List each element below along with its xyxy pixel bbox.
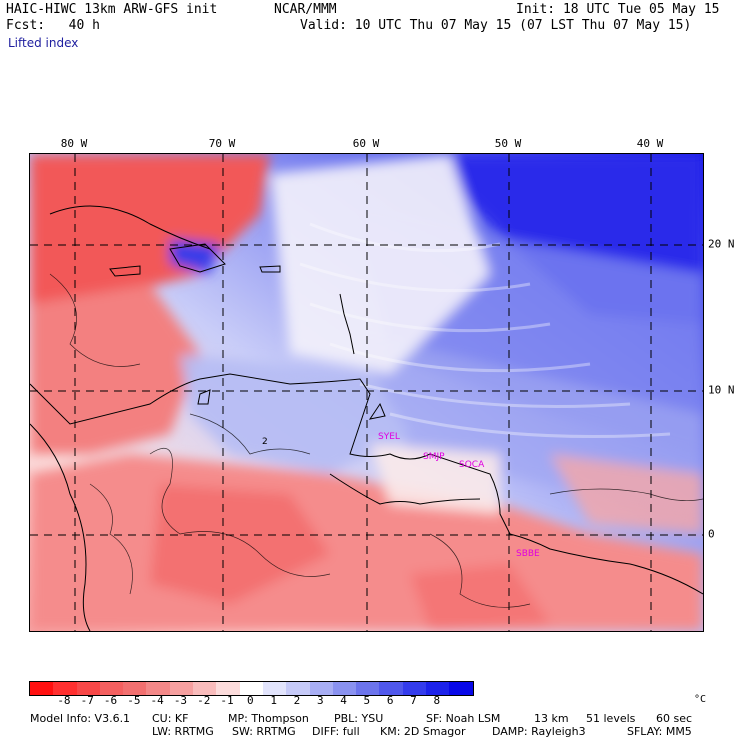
colorbar-unit: °C (694, 694, 707, 705)
colorbar-tick-label: 1 (270, 694, 277, 707)
lat-label-0: 0 (708, 527, 715, 541)
lifted-index-map: 2 (30, 154, 703, 631)
footer-sflay: SFLAY: MM5 (627, 725, 692, 738)
colorbar-tick-label: 6 (386, 694, 394, 707)
colorbar-swatch (262, 682, 287, 695)
lon-label-50w: 50 W (494, 137, 522, 150)
lat-lon-grid (30, 154, 703, 631)
station-sbbe: SBBE (516, 549, 540, 559)
colorbar-tick-label: 8 (433, 694, 441, 707)
colorbar-tick-label: -8 (57, 694, 71, 707)
colorbar-swatch (286, 682, 310, 695)
footer-levels: 51 levels (586, 712, 636, 725)
footer-model-info: Model Info: V3.6.1 (30, 712, 131, 725)
footer-pbl: PBL: YSU (334, 712, 384, 725)
org-label: NCAR/MMM (274, 2, 337, 17)
field-shading (30, 154, 703, 631)
station-smjp: SMJP (423, 452, 445, 462)
footer-timestep: 60 sec (656, 712, 693, 725)
lon-label-60w: 60 W (352, 137, 380, 150)
footer-lw: LW: RRTMG (152, 725, 214, 738)
lon-label-40w: 40 W (636, 137, 664, 150)
colorbar-tick-label: -3 (173, 694, 188, 707)
lat-label-20n: 20 N (708, 237, 735, 251)
colorbar-swatch (379, 682, 403, 695)
colorbar-tick-label: -1 (220, 694, 234, 707)
contour-label: 2 (262, 437, 268, 447)
colorbar-swatch (99, 682, 124, 695)
footer-res: 13 km (534, 712, 569, 725)
footer-damp: DAMP: Rayleigh3 (492, 725, 586, 738)
station-soca: SOCA (459, 460, 485, 470)
valid-time: Valid: 10 UTC Thu 07 May 15 (07 LST Thu … (300, 18, 692, 33)
footer-sf: SF: Noah LSM (426, 712, 501, 725)
colorbar-swatch (239, 682, 263, 695)
coastlines (30, 205, 703, 631)
lat-label-10n: 10 N (708, 383, 735, 397)
footer-cu: CU: KF (152, 712, 189, 725)
colorbar-tick-label: -4 (150, 694, 164, 707)
footer-mp: MP: Thompson (228, 712, 309, 725)
colorbar-swatch (449, 682, 473, 695)
colorbar-swatch (193, 682, 217, 695)
footer-diff: DIFF: full (312, 725, 360, 738)
footer-sw: SW: RRTMG (232, 725, 296, 738)
footer-km: KM: 2D Smagor (380, 725, 466, 738)
colorbar-swatch (30, 682, 54, 695)
colorbar-swatch (123, 682, 147, 695)
colorbar-tick-label: 0 (247, 694, 254, 707)
forecast-hour: Fcst: 40 h (6, 18, 100, 33)
field-name: Lifted index (8, 36, 79, 50)
map-panel: 2 (29, 153, 704, 632)
init-time: Init: 18 UTC Tue 05 May 15 (516, 2, 720, 17)
colorbar-tick-label: 4 (340, 694, 347, 707)
colorbar-swatch (53, 682, 77, 695)
contours (49, 273, 703, 608)
colorbar-tick-label: -7 (80, 694, 94, 707)
station-syel: SYEL (378, 432, 400, 442)
colorbar (29, 681, 474, 696)
colorbar-swatch (402, 682, 427, 695)
colorbar-tick-label: 7 (410, 694, 417, 707)
colorbar-swatch (169, 682, 194, 695)
colorbar-swatch (356, 682, 380, 695)
colorbar-tick-label: 2 (293, 694, 301, 707)
wave-streaks (299, 222, 671, 438)
colorbar-swatch (426, 682, 450, 695)
colorbar-tick-label: -6 (103, 694, 118, 707)
lon-label-70w: 70 W (208, 137, 236, 150)
model-title: HAIC-HIWC 13km ARW-GFS init (6, 2, 218, 17)
colorbar-swatch (76, 682, 100, 695)
colorbar-tick-label: 5 (363, 694, 371, 707)
lon-label-80w: 80 W (60, 137, 88, 150)
colorbar-swatch (216, 682, 240, 695)
colorbar-tick-label: -5 (127, 694, 141, 707)
colorbar-tick-label: 3 (316, 694, 324, 707)
colorbar-tick-label: -2 (197, 694, 211, 707)
colorbar-swatch (309, 682, 333, 695)
colorbar-swatch (332, 682, 357, 695)
colorbar-swatch (146, 682, 170, 695)
